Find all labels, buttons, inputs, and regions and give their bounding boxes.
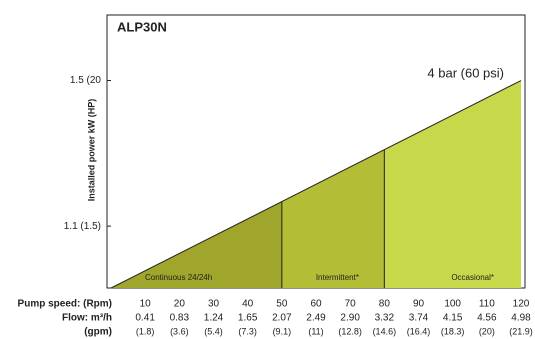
zone [281,149,385,288]
flow-label: 1.24 [204,313,224,324]
flow-label: 0.41 [135,313,155,324]
x-tick-label: 10 [140,299,152,310]
flow-label: 1.65 [238,313,258,324]
x-tick-label: 30 [208,299,220,310]
row-label: (gpm) [84,327,112,338]
gpm-label: (5.4) [204,326,223,336]
gpm-label: (3.6) [170,326,189,336]
flow-label: 4.98 [511,313,531,324]
y-tick-label: 1.1 (1.5) [64,221,101,232]
x-tick-label: 60 [310,299,322,310]
flow-label: 3.74 [409,313,429,324]
flow-label: 4.56 [477,313,497,324]
flow-label: 2.90 [340,313,360,324]
gpm-label: (21.9) [509,326,533,336]
zone-label: Intermittent* [316,273,359,282]
x-tick-label: 40 [242,299,254,310]
x-tick-label: 110 [479,299,495,310]
gpm-label: (12.8) [338,326,362,336]
gpm-label: (7.3) [238,326,257,336]
gpm-label: (16.4) [407,326,431,336]
chart-title: ALP30N [117,19,167,34]
y-tick-label: 1.5 (20 [70,75,102,86]
gpm-label: (14.6) [373,326,397,336]
y-axis-title: Installed power kW (HP) [86,99,96,202]
x-tick-label: 20 [174,299,186,310]
zone-label: Occasional* [451,273,494,282]
gpm-label: (9.1) [273,326,292,336]
x-tick-label: 70 [345,299,357,310]
row-label: Flow: m³/h [62,313,112,324]
row-label: Pump speed: (Rpm) [18,299,112,310]
x-tick-label: 80 [379,299,391,310]
gpm-label: (20) [479,326,495,336]
annotation: 4 bar (60 psi) [427,65,504,80]
flow-label: 2.49 [306,313,326,324]
gpm-label: (1.8) [136,326,155,336]
x-tick-label: 100 [444,299,461,310]
gpm-label: (11) [308,326,323,336]
x-tick-label: 90 [413,299,425,310]
flow-label: 4.15 [443,313,463,324]
zone-label: Continuous 24/24h [145,273,212,282]
gpm-label: (18.3) [441,326,465,336]
flow-label: 3.32 [375,313,395,324]
x-tick-label: 50 [276,299,288,310]
flow-label: 0.83 [170,313,190,324]
x-tick-label: 120 [513,299,530,310]
flow-label: 2.07 [272,313,292,324]
line [110,80,522,289]
